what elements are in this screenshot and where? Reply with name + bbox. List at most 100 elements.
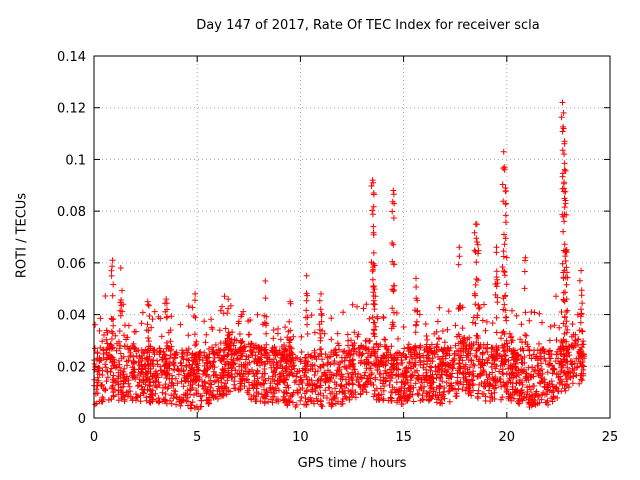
data-point [489, 369, 496, 376]
data-point [437, 383, 444, 390]
data-point [536, 379, 543, 386]
data-point [286, 363, 293, 370]
data-point [135, 382, 142, 389]
data-point [388, 397, 395, 404]
data-point [217, 340, 224, 346]
data-point [560, 228, 567, 235]
data-point [352, 394, 359, 401]
data-point [320, 361, 327, 368]
data-point [417, 397, 424, 404]
data-point [294, 390, 301, 397]
data-point [116, 364, 123, 371]
data-point [261, 370, 268, 377]
data-point [563, 211, 570, 218]
data-point [468, 392, 475, 399]
data-point [267, 380, 274, 387]
plot-border [93, 55, 611, 419]
data-point [436, 369, 443, 375]
data-point [303, 272, 310, 279]
data-point [254, 375, 261, 382]
data-point [249, 382, 256, 389]
data-point [412, 380, 419, 387]
data-point [192, 373, 199, 380]
data-point [263, 330, 270, 337]
data-point [94, 390, 101, 397]
data-point [362, 369, 369, 376]
data-point [536, 350, 543, 357]
data-point [558, 364, 565, 371]
data-point [307, 353, 314, 360]
data-point [457, 365, 464, 372]
data-point [399, 359, 406, 366]
data-point [474, 373, 481, 380]
data-point [410, 384, 417, 391]
data-point [553, 293, 559, 300]
data-point [261, 386, 267, 393]
data-point [547, 360, 554, 367]
data-point [129, 369, 136, 376]
data-point [473, 235, 480, 242]
data-point [233, 349, 240, 356]
data-point [536, 310, 543, 317]
data-point [144, 370, 151, 377]
data-point [455, 331, 462, 338]
data-point [178, 378, 185, 385]
data-point [380, 374, 387, 381]
data-point [138, 320, 145, 327]
data-point [329, 396, 335, 403]
data-point [456, 380, 462, 387]
data-point [290, 389, 297, 396]
data-point [516, 400, 523, 407]
data-point [546, 348, 553, 355]
data-point [275, 325, 281, 332]
data-point [163, 339, 170, 346]
data-point [550, 393, 557, 400]
data-point [109, 359, 115, 366]
data-point [504, 343, 511, 350]
data-point [117, 265, 124, 271]
data-point [441, 339, 448, 346]
data-point [228, 364, 235, 371]
data-point [485, 387, 492, 394]
data-point [563, 318, 570, 325]
data-point [92, 321, 99, 328]
data-point [358, 359, 365, 366]
data-point [212, 341, 219, 348]
data-point [197, 393, 204, 400]
data-point [494, 280, 501, 287]
data-point [374, 366, 381, 373]
data-point [358, 343, 365, 350]
data-point [578, 376, 585, 383]
data-point [382, 336, 389, 343]
data-point [370, 191, 377, 198]
data-point [459, 386, 466, 393]
data-point [383, 370, 390, 377]
data-point [102, 293, 109, 299]
data-point [109, 384, 115, 391]
data-point [195, 366, 201, 373]
data-point [258, 358, 265, 365]
data-point [143, 394, 150, 401]
data-point [198, 397, 205, 404]
data-point [275, 396, 281, 403]
data-point [474, 333, 481, 339]
data-point [316, 326, 323, 333]
data-point [245, 371, 252, 378]
data-point [254, 311, 261, 318]
data-point [185, 303, 192, 310]
data-point [118, 302, 125, 309]
data-point [460, 348, 467, 355]
data-point [390, 309, 397, 316]
data-point [93, 400, 100, 407]
data-point [286, 339, 293, 346]
data-point [394, 349, 401, 356]
data-point [390, 282, 397, 289]
data-point [309, 365, 316, 372]
data-point [559, 99, 566, 106]
data-point [395, 366, 402, 373]
data-point [350, 363, 357, 370]
data-point [391, 357, 397, 364]
data-point [257, 362, 263, 369]
data-point [255, 390, 262, 397]
data-point [441, 395, 448, 402]
